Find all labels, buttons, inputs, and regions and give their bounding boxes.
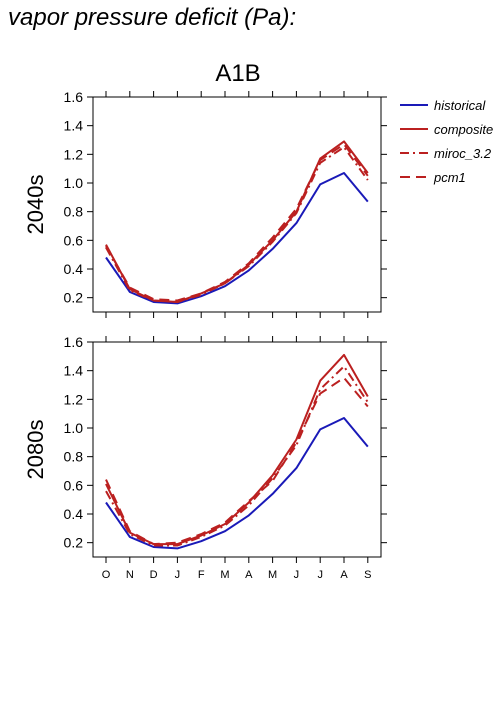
x-tick-label: S xyxy=(364,569,371,581)
y-tick-label: 0.8 xyxy=(64,449,84,465)
y-tick-label: 0.6 xyxy=(64,232,84,248)
panel-2040s: 0.2 0.4 0.6 0.8 1.0 1.2 1.4 1.6 2040s xyxy=(23,89,387,318)
series-line-composite xyxy=(105,353,369,546)
legend-label-miroc-3-2: miroc_3.2 xyxy=(434,146,492,161)
plot-frame xyxy=(92,96,382,313)
y-tick-label: 0.6 xyxy=(64,477,84,493)
series-line-pcm1 xyxy=(105,376,369,546)
series-line-miroc-3-2 xyxy=(105,146,369,303)
y-tick-label: 1.0 xyxy=(64,175,84,191)
x-tick-label: M xyxy=(268,569,277,581)
series-line-historical xyxy=(105,172,369,305)
x-tick-label: D xyxy=(150,569,158,581)
y-tick-label: 0.8 xyxy=(64,204,84,220)
y-tick-label: 0.2 xyxy=(64,535,84,551)
x-tick-label: O xyxy=(102,569,111,581)
series-line-historical xyxy=(105,417,369,550)
legend-label-historical: historical xyxy=(434,98,486,113)
legend-label-pcm1: pcm1 xyxy=(433,170,466,185)
y-axis-label: 2080s xyxy=(23,420,48,480)
y-tick-label: 0.4 xyxy=(64,506,84,522)
plot-frame xyxy=(92,341,382,558)
x-tick-label: A xyxy=(245,569,253,581)
legend: historical composite miroc_3.2 pcm1 xyxy=(400,98,493,185)
legend-label-composite: composite xyxy=(434,122,493,137)
page-title: vapor pressure deficit (Pa): xyxy=(8,4,297,31)
series-line-miroc-3-2 xyxy=(105,365,369,547)
y-tick-label: 1.2 xyxy=(64,146,84,162)
x-tick-label: M xyxy=(220,569,229,581)
y-tick-label: 1.4 xyxy=(64,118,84,134)
x-tick-label: J xyxy=(294,569,300,581)
panel-2080s: 0.2 0.4 0.6 0.8 1.0 1.2 1.4 1.6 O N D J F M A M J J A S 2080… xyxy=(23,334,387,581)
y-tick-label: 1.6 xyxy=(64,89,84,105)
x-tick-label: J xyxy=(175,569,181,581)
x-tick-label: J xyxy=(317,569,323,581)
y-tick-label: 0.4 xyxy=(64,261,84,277)
y-tick-label: 1.4 xyxy=(64,363,84,379)
series-line-pcm1 xyxy=(105,143,369,302)
x-tick-label: N xyxy=(126,569,134,581)
y-axis-label: 2040s xyxy=(23,175,48,235)
x-tick-label: A xyxy=(340,569,348,581)
y-tick-label: 1.0 xyxy=(64,420,84,436)
y-tick-label: 1.2 xyxy=(64,391,84,407)
y-tick-label: 0.2 xyxy=(64,290,84,306)
x-tick-label: F xyxy=(198,569,205,581)
y-tick-label: 1.6 xyxy=(64,334,84,350)
chart-title: A1B xyxy=(215,60,260,87)
